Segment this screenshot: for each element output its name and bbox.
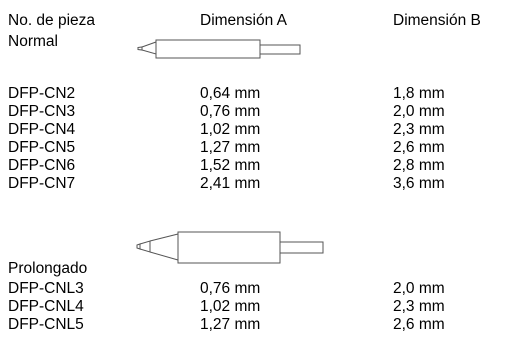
table-cell-dim-b: 2,0 mm [393,103,445,120]
table-cell-dim-b: 2,8 mm [393,157,445,174]
table-cell-dim-a: 0,76 mm [200,280,261,297]
table-cell-dim-b: 2,0 mm [393,280,445,297]
table-cell-dim-b: 2,3 mm [393,121,445,138]
section-label-prolongado: Prolongado [8,260,88,277]
header-part-no: No. de pieza [8,12,96,29]
table-cell-dim-a: 1,02 mm [200,121,261,138]
table-cell-dim-b: 2,3 mm [393,298,445,315]
table-cell-dim-a: 0,64 mm [200,85,261,102]
table-cell-part: DFP-CN7 [8,175,76,192]
table-cell-part: DFP-CN2 [8,85,76,102]
table-cell-dim-a: 1,02 mm [200,298,261,315]
table-cell-dim-b: 2,6 mm [393,316,445,333]
table-cell-dim-b: 3,6 mm [393,175,445,192]
header-dimension-a: Dimensión A [200,12,288,29]
normal-tip-diagram [137,39,301,59]
table-cell-part: DFP-CNL4 [8,298,84,315]
table-cell-dim-a: 1,27 mm [200,316,261,333]
table-cell-dim-a: 2,41 mm [200,175,261,192]
table-cell-part: DFP-CN3 [8,103,76,120]
table-cell-part: DFP-CN4 [8,121,76,138]
extended-tip-diagram [136,231,324,264]
table-cell-part: DFP-CNL3 [8,280,84,297]
table-cell-dim-a: 1,27 mm [200,139,261,156]
table-cell-dim-a: 0,76 mm [200,103,261,120]
table-cell-dim-b: 2,6 mm [393,139,445,156]
table-cell-part: DFP-CN6 [8,157,76,174]
table-cell-dim-a: 1,52 mm [200,157,261,174]
table-cell-part: DFP-CNL5 [8,316,84,333]
section-label-normal: Normal [8,33,58,50]
header-dimension-b: Dimensión B [393,12,481,29]
table-cell-part: DFP-CN5 [8,139,76,156]
table-cell-dim-b: 1,8 mm [393,85,445,102]
